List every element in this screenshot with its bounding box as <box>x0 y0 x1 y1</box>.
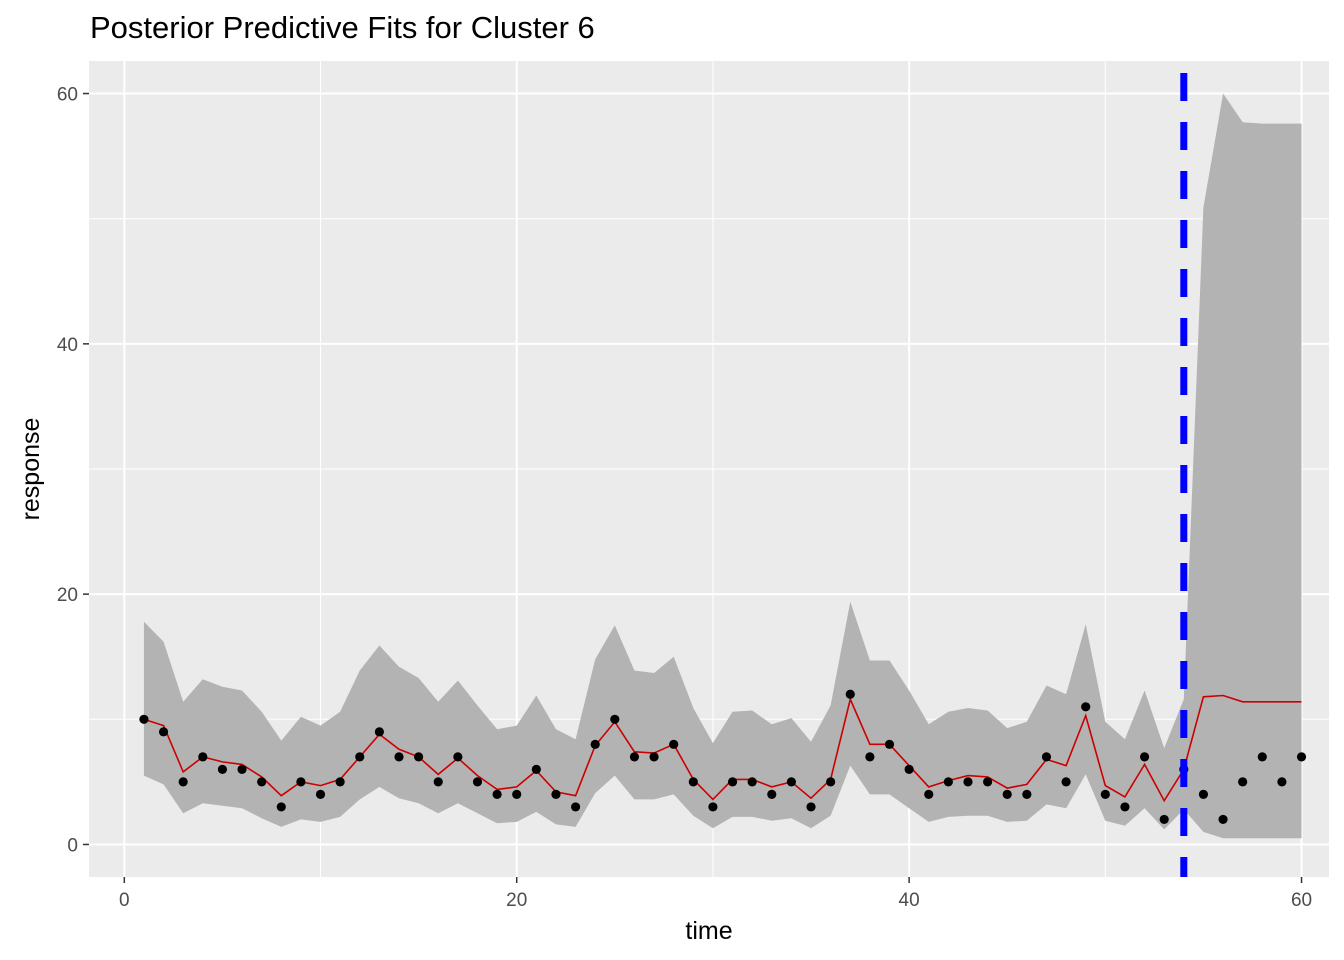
x-tick-label: 40 <box>899 890 920 911</box>
data-point <box>335 777 345 787</box>
data-point <box>1238 777 1248 787</box>
data-point <box>826 777 836 787</box>
data-point <box>355 752 365 762</box>
data-point <box>551 789 561 799</box>
data-point <box>727 777 738 787</box>
data-point <box>374 727 384 737</box>
data-point <box>1022 789 1032 799</box>
data-point <box>433 777 443 787</box>
data-point <box>1257 752 1267 762</box>
data-point <box>492 789 502 799</box>
x-tick-label: 0 <box>119 890 130 911</box>
data-point <box>1081 702 1091 712</box>
data-point <box>531 764 541 774</box>
data-point <box>315 789 326 799</box>
chart-title: Posterior Predictive Fits for Cluster 6 <box>90 10 595 45</box>
data-point <box>786 777 797 787</box>
data-point <box>904 764 914 774</box>
data-point <box>708 802 718 812</box>
data-point <box>845 689 855 699</box>
data-point <box>1296 752 1307 762</box>
data-point <box>472 777 483 787</box>
data-point <box>943 777 953 787</box>
y-axis-title: response <box>17 418 45 521</box>
data-point <box>629 752 640 762</box>
data-point <box>217 764 228 774</box>
data-point <box>865 752 875 762</box>
data-point <box>806 802 816 812</box>
data-point <box>1061 777 1071 787</box>
data-point <box>139 714 149 724</box>
y-tick-label: 60 <box>57 85 78 106</box>
data-point <box>983 777 993 787</box>
data-point <box>1198 789 1209 799</box>
data-point <box>884 739 895 749</box>
data-point <box>688 777 698 787</box>
data-point <box>767 789 777 799</box>
y-tick-label: 40 <box>57 335 78 356</box>
y-tick-label: 20 <box>57 585 78 606</box>
data-point <box>610 714 620 724</box>
data-point <box>1277 777 1287 787</box>
observed-points <box>139 689 1307 825</box>
data-point <box>1139 752 1150 762</box>
data-point <box>1218 814 1228 825</box>
data-point <box>570 802 581 812</box>
data-point <box>1159 814 1169 825</box>
data-point <box>453 752 463 762</box>
data-point <box>590 739 600 749</box>
y-tick-label: 0 <box>67 835 78 856</box>
data-point <box>1100 789 1110 799</box>
x-axis-title: time <box>685 917 732 945</box>
x-tick-label: 20 <box>506 890 527 911</box>
data-point <box>394 752 404 762</box>
data-point <box>198 752 208 762</box>
data-point <box>963 777 973 787</box>
x-tick-label: 60 <box>1291 890 1312 911</box>
data-point <box>669 739 679 749</box>
data-point <box>512 789 522 799</box>
data-point <box>1041 752 1052 762</box>
x-axis-ticks: 0 20 40 60 <box>119 877 1312 911</box>
y-axis-ticks: 0 20 40 60 <box>57 85 89 856</box>
data-point <box>414 752 424 762</box>
data-point <box>276 802 286 812</box>
data-point <box>924 789 934 799</box>
data-point <box>1120 802 1130 812</box>
data-point <box>296 777 306 787</box>
data-point <box>237 764 247 774</box>
data-point <box>257 777 267 787</box>
data-point <box>158 727 169 737</box>
data-point <box>747 777 757 787</box>
data-point <box>178 777 188 787</box>
data-point <box>649 752 659 762</box>
data-point <box>1002 789 1012 799</box>
